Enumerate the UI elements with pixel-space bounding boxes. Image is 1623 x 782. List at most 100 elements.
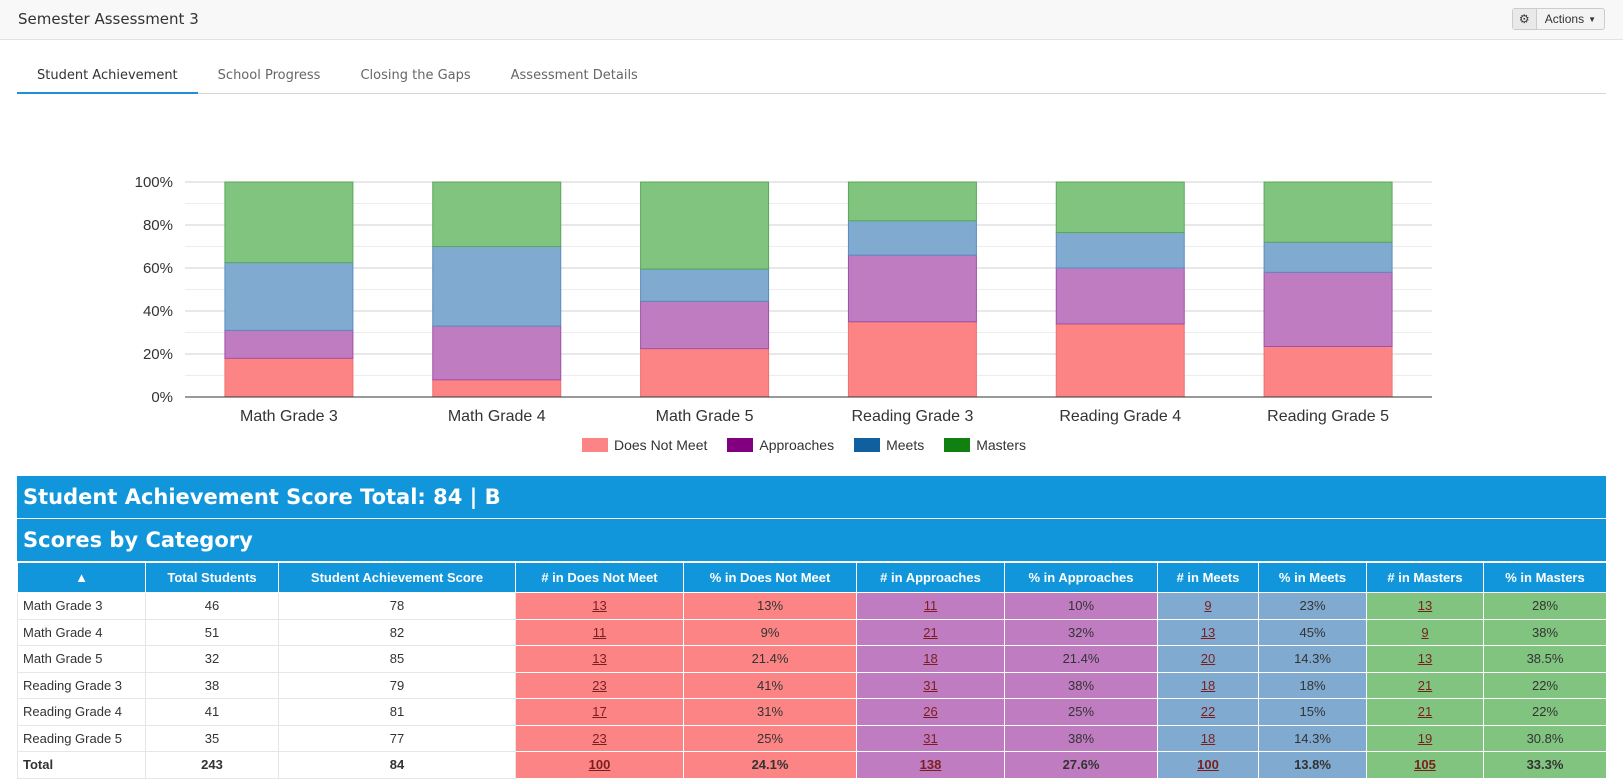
bar-segment[interactable] [1055,267,1185,325]
masters-count-link[interactable]: 13 [1417,598,1433,614]
bar-segment[interactable] [432,246,562,327]
masters-count-link[interactable]: 13 [1417,651,1433,667]
meets-count-link[interactable]: 20 [1200,651,1216,667]
meets-count-link[interactable]: 100 [1197,757,1219,773]
does-not-meet-percent-cell: 24.1% [683,751,857,779]
meets-count-link[interactable]: 13 [1200,624,1216,640]
total-students-cell: 46 [145,592,279,620]
masters-count-link[interactable]: 21 [1417,704,1433,720]
total-students-cell: 51 [145,618,279,646]
approaches-count-link[interactable]: 21 [923,624,938,640]
masters-count-cell: 13 [1366,592,1484,620]
legend-item-does-not-meet[interactable]: Does Not Meet [582,437,707,453]
header-p-does-not-meet[interactable]: % in Does Not Meet [683,562,857,593]
approaches-count-link[interactable]: 31 [923,730,938,746]
top-bar: Semester Assessment 3 ⚙ Actions ▼ [0,0,1623,40]
approaches-percent-cell: 10% [1004,592,1158,620]
header-achievement-score[interactable]: Student Achievement Score [278,562,516,593]
masters-count-link[interactable]: 21 [1417,677,1433,693]
meets-count-cell: 9 [1157,592,1259,620]
bar-segment[interactable] [847,321,977,398]
tab-student-achievement[interactable]: Student Achievement [17,58,198,94]
tab-school-progress[interactable]: School Progress [217,68,321,83]
bar-segment[interactable] [224,357,354,398]
bar-segment[interactable] [224,329,354,359]
bar-segment[interactable] [640,348,770,398]
legend-item-approaches[interactable]: Approaches [727,437,834,453]
bar-segment[interactable] [1055,323,1185,398]
table-row: Math Grade 3 46 78 13 13% 11 10% 9 23% 13 28% [17,592,1607,620]
legend-item-masters[interactable]: Masters [944,437,1026,453]
approaches-count-link[interactable]: 26 [923,704,938,720]
masters-percent-cell: 22% [1483,671,1607,699]
row-category: Reading Grade 3 [17,671,146,699]
meets-count-cell: 100 [1157,751,1259,779]
bar-segment[interactable] [1055,181,1185,234]
bar-segment[interactable] [432,379,562,398]
does-not-meet-count-cell: 17 [515,698,684,726]
masters-percent-cell: 28% [1483,592,1607,620]
header-p-meets[interactable]: % in Meets [1258,562,1367,593]
gear-icon: ⚙ [1518,12,1530,26]
bar-segment[interactable] [640,300,770,350]
approaches-count-cell: 31 [856,724,1005,752]
bar-segment[interactable] [432,181,562,247]
does-not-meet-count-link[interactable]: 13 [592,651,607,667]
bar-segment[interactable] [1055,232,1185,269]
approaches-percent-cell: 27.6% [1004,751,1158,779]
approaches-count-cell: 18 [856,645,1005,673]
does-not-meet-count-link[interactable]: 23 [592,677,607,693]
bar-segment[interactable] [1263,181,1393,243]
header-n-approaches[interactable]: # in Approaches [856,562,1005,593]
approaches-count-cell: 26 [856,698,1005,726]
meets-count-cell: 22 [1157,698,1259,726]
settings-button[interactable]: ⚙ [1512,9,1537,29]
header-total-students[interactable]: Total Students [145,562,279,593]
masters-count-link[interactable]: 19 [1417,730,1433,746]
approaches-count-link[interactable]: 138 [919,757,942,773]
bar-segment[interactable] [847,254,977,323]
does-not-meet-count-link[interactable]: 13 [592,598,607,614]
sort-category-header[interactable]: ▲ [17,562,146,593]
approaches-count-link[interactable]: 18 [923,651,938,667]
tab-closing-the-gaps[interactable]: Closing the Gaps [360,68,471,83]
does-not-meet-count-link[interactable]: 23 [592,730,607,746]
does-not-meet-count-link[interactable]: 11 [592,624,607,640]
header-n-does-not-meet[interactable]: # in Does Not Meet [515,562,684,593]
legend-label: Meets [886,437,925,453]
meets-count-link[interactable]: 22 [1200,704,1216,720]
header-n-masters[interactable]: # in Masters [1366,562,1484,593]
table-total-row: Total 243 84 100 24.1% 138 27.6% 100 13.8% 105 33.… [17,751,1607,779]
bar-segment[interactable] [224,181,354,264]
does-not-meet-percent-cell: 9% [683,618,857,646]
bar-segment[interactable] [1263,241,1393,273]
meets-count-link[interactable]: 18 [1200,677,1216,693]
meets-count-cell: 13 [1157,618,1259,646]
tab-assessment-details[interactable]: Assessment Details [510,68,638,83]
table-row: Reading Grade 5 35 77 23 25% 31 38% 18 14.3% 19 30… [17,724,1607,752]
does-not-meet-count-link[interactable]: 17 [592,704,607,720]
does-not-meet-count-link[interactable]: 100 [588,757,611,773]
header-p-masters[interactable]: % in Masters [1483,562,1607,593]
meets-count-link[interactable]: 9 [1204,598,1212,614]
header-p-approaches[interactable]: % in Approaches [1004,562,1158,593]
meets-count-link[interactable]: 18 [1200,730,1216,746]
legend-item-meets[interactable]: Meets [854,437,924,453]
bar-segment[interactable] [847,181,977,222]
masters-count-link[interactable]: 9 [1421,624,1429,640]
approaches-count-link[interactable]: 11 [923,598,938,614]
bar-segment[interactable] [224,262,354,331]
row-category: Math Grade 5 [17,645,146,673]
bar-segment[interactable] [1263,345,1393,398]
actions-dropdown-button[interactable]: Actions ▼ [1537,9,1604,29]
approaches-count-link[interactable]: 31 [923,677,938,693]
bar-segment[interactable] [847,220,977,256]
score-total-banner: Student Achievement Score Total: 84 | B [17,476,1606,518]
bar-segment[interactable] [640,268,770,302]
bar-segment[interactable] [640,181,770,270]
y-tick-label: 20% [143,346,173,363]
bar-segment[interactable] [432,325,562,381]
bar-segment[interactable] [1263,271,1393,347]
header-n-meets[interactable]: # in Meets [1157,562,1259,593]
masters-count-link[interactable]: 105 [1414,757,1436,773]
